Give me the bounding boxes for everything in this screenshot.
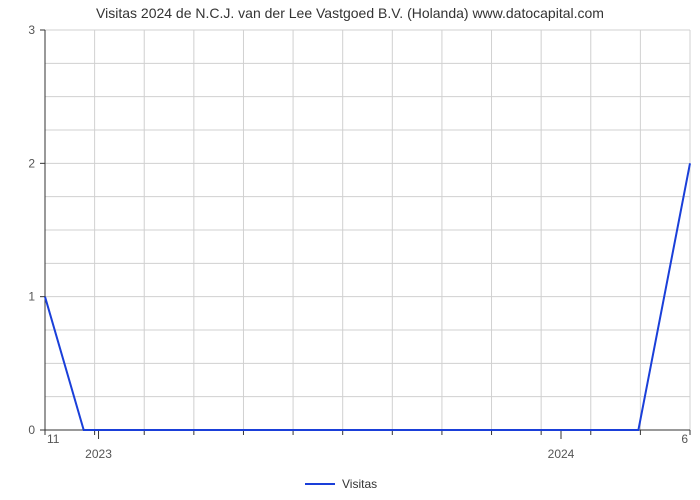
- x-secondary-left: 11: [47, 432, 60, 446]
- y-tick-label: 3: [28, 23, 35, 37]
- x-tick-label: 2024: [548, 447, 575, 461]
- chart-container: { "chart": { "type": "line", "title": "V…: [0, 0, 700, 500]
- legend-label: Visitas: [342, 477, 377, 491]
- chart-title: Visitas 2024 de N.C.J. van der Lee Vastg…: [96, 5, 604, 21]
- line-chart: Visitas 2024 de N.C.J. van der Lee Vastg…: [0, 0, 700, 500]
- chart-background: [0, 0, 700, 500]
- y-tick-label: 2: [28, 156, 35, 170]
- y-tick-label: 0: [28, 423, 35, 437]
- x-tick-label: 2023: [85, 447, 112, 461]
- x-secondary-right: 6: [681, 432, 688, 446]
- y-tick-label: 1: [28, 290, 35, 304]
